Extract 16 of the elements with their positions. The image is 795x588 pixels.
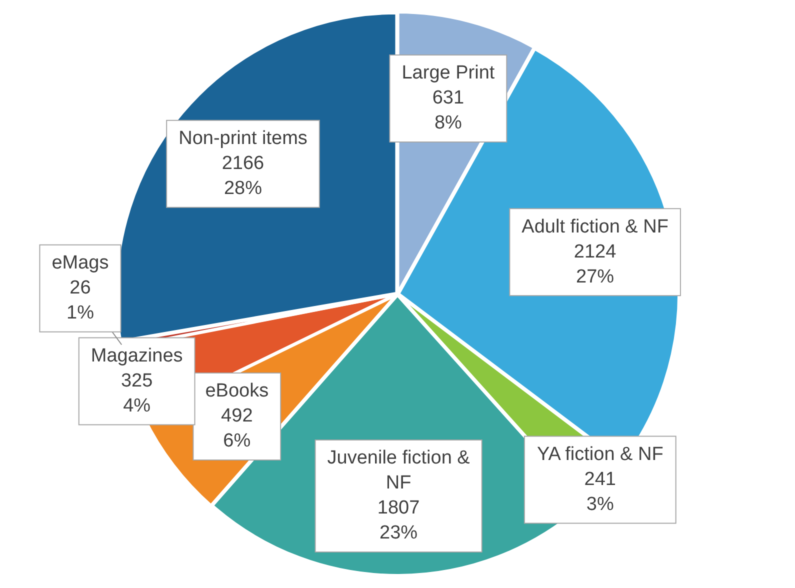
data-label: 325 4% (120, 370, 153, 416)
slice-label: YA fiction & NF (536, 444, 664, 465)
slice-label: Non-print items (178, 128, 308, 150)
data-label: 1807 23% (377, 498, 420, 544)
data-label: 241 3% (584, 468, 616, 515)
data-label: 2166 28% (222, 153, 264, 200)
slice-label: Magazines (90, 345, 183, 366)
slice-label: eMags (52, 252, 109, 274)
data-label: 2124 27% (574, 241, 617, 288)
slice-label: eBooks (205, 380, 269, 402)
data-label: 26 1% (66, 278, 94, 324)
data-label: 631 8% (432, 88, 464, 134)
data-label: 492 6% (221, 406, 253, 452)
slice-label: Adult fiction & NF (522, 216, 668, 238)
slice-label: Large Print (402, 62, 496, 84)
slice-label: Juvenile fiction & NF (327, 448, 470, 494)
